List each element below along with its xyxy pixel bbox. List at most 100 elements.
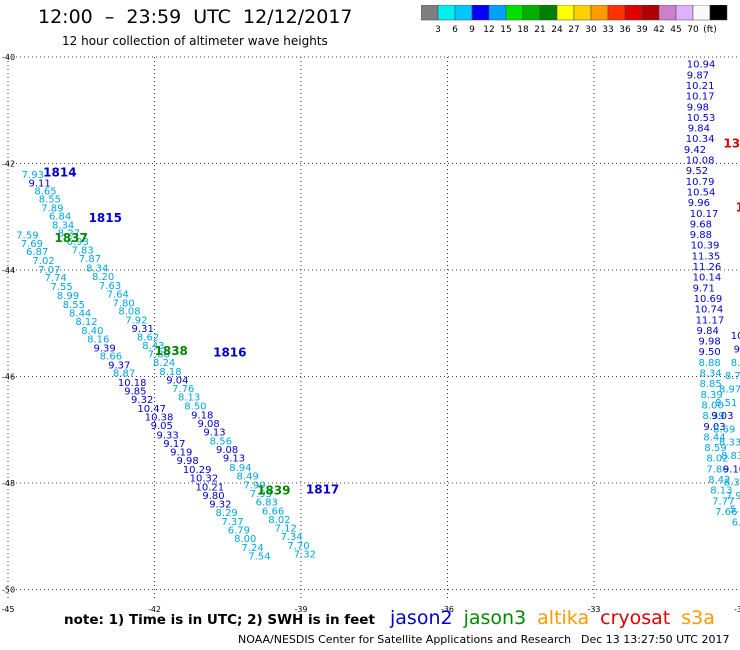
wave-height-value: 9.17 — [163, 439, 185, 450]
wave-height-value: 8.43 — [142, 341, 164, 352]
wave-height-value: 8.27 — [58, 228, 80, 239]
wave-height-value: 7.32 — [294, 550, 316, 561]
wave-height-value: 9.84 — [688, 124, 710, 135]
wave-height-value: 8.44 — [69, 308, 91, 319]
wave-height-value: 8.40 — [81, 326, 103, 337]
wave-height-value: 8.08 — [118, 307, 140, 318]
wave-height-value: 8.62 — [137, 332, 159, 343]
wave-height-value: 9.18 — [191, 411, 213, 422]
wave-height-value: 7.76 — [172, 384, 194, 395]
source-s3a: s3a — [681, 607, 715, 629]
wave-height-value: 8.69 — [713, 424, 735, 435]
wave-height-value: 9.31 — [132, 324, 154, 335]
wave-height-value: 10.17 — [690, 209, 719, 220]
pass-number-label: 1311 — [723, 137, 740, 151]
wave-height-value: 11.35 — [692, 251, 721, 262]
wave-height-value: 7.24 — [241, 543, 263, 554]
legend-label: 33 — [602, 25, 613, 35]
wave-height-value: 7.80 — [113, 299, 135, 310]
wave-height-value: 9.80 — [202, 491, 224, 502]
wave-height-value: 7.64 — [107, 290, 129, 301]
wave-height-value: 9.05 — [151, 421, 173, 432]
source-jason2: jason2 — [390, 607, 453, 629]
wave-height-value: 10.69 — [694, 294, 723, 305]
wave-height-value: 9.50 — [699, 347, 721, 358]
wave-height-value: 6.79 — [228, 526, 250, 537]
lat-tick-label: -50 — [2, 586, 15, 595]
wave-height-color-legend: 3 6 9 12 15 18 21 24 27 30 33 36 39 42 45 70 (ft) — [420, 4, 733, 39]
wave-height-value: 8.85 — [731, 358, 740, 369]
wave-height-value: 8.20 — [92, 272, 114, 283]
generated-timestamp: Dec 13 13:27:50 UTC 2017 — [581, 633, 730, 646]
lat-tick-label: -46 — [2, 373, 15, 382]
wave-height-value: 8.73 — [725, 371, 740, 382]
wave-height-value: 7.55 — [50, 282, 72, 293]
wave-height-value: 9.98 — [176, 456, 198, 467]
wave-height-value: 8.29 — [216, 508, 238, 519]
lon-tick-label: -42 — [148, 605, 161, 614]
wave-height-value: 10.54 — [687, 187, 716, 198]
wave-height-value: 8.59 — [704, 443, 726, 454]
lon-tick-label: -33 — [587, 605, 600, 614]
wave-height-value: 9.39 — [93, 343, 115, 354]
wave-height-value: 7.87 — [79, 254, 101, 265]
wave-height-value: 7.02 — [32, 256, 54, 267]
wave-height-value: 10. — [731, 331, 740, 342]
wave-height-value: 8.16 — [87, 334, 109, 345]
legend-label: 42 — [653, 25, 664, 35]
wave-height-value: 6.87 — [26, 247, 48, 258]
map-subtitle: 12 hour collection of altimeter wave hei… — [62, 34, 328, 48]
satellite-source-legend: jason2 jason3 altika cryosat s3a — [390, 607, 726, 629]
wave-height-value: 11.26 — [693, 262, 722, 273]
wave-height-value: 9.85 — [124, 387, 146, 398]
wave-height-value: 10.29 — [183, 465, 212, 476]
legend-label: 3 — [435, 25, 441, 35]
wave-height-value: 8.88 — [699, 358, 721, 369]
lon-tick-label: -36 — [441, 605, 454, 614]
wave-height-value: 9.98 — [699, 337, 721, 348]
wave-height-value: 8.83 — [721, 451, 740, 462]
wave-height-value: 8.66 — [100, 351, 122, 362]
legend-label: 9 — [469, 25, 475, 35]
wave-height-value: 10.79 — [686, 177, 715, 188]
wave-height-value: 7.83 — [71, 245, 93, 256]
wave-height-value: 10.34 — [686, 134, 715, 145]
wave-height-value: 8.99 — [57, 291, 79, 302]
wave-height-value: 9.13 — [203, 428, 225, 439]
wave-height-value: 8.49 — [237, 471, 259, 482]
pass-number-label: 1817 — [306, 483, 339, 497]
wave-height-value: 10.47 — [137, 404, 166, 415]
wave-height-value: 7.77 — [712, 496, 734, 507]
wave-height-value: 11.17 — [696, 315, 725, 326]
wave-height-value: 7.89 — [41, 203, 63, 214]
pass-number-label: 1838 — [155, 344, 188, 358]
wave-height-value: 8.94 — [229, 463, 251, 474]
wave-height-value: 8.12 — [75, 317, 97, 328]
wave-height-value: 10.21 — [686, 81, 715, 92]
wave-height-value: 9.98 — [687, 102, 709, 113]
wave-height-value: 9.52 — [686, 166, 708, 177]
wave-height-value: 9.08 — [216, 445, 238, 456]
pass-number-label: 1816 — [213, 345, 246, 359]
lon-tick-label: -30 — [734, 605, 740, 614]
pass-number-label: 1837 — [54, 231, 87, 245]
credit-text: NOAA/NESDIS Center for Satellite Applica… — [238, 633, 572, 646]
wave-height-value: 8.13 — [710, 486, 732, 497]
wave-height-value: 7.12 — [275, 523, 297, 534]
wave-height-value: 7.66 — [715, 507, 737, 518]
legend-label: 70 — [687, 25, 699, 35]
wave-height-value: 9.42 — [684, 145, 706, 156]
wave-height-value: 7.92 — [125, 315, 147, 326]
axis-ticks: -40 -42 -44 -46 -48 -50 -45 -42 -39 -36 -33 -30 — [1, 53, 740, 614]
wave-height-value: 8.42 — [708, 475, 730, 486]
wave-height-value: 9.68 — [690, 219, 712, 230]
legend-swatch — [709, 4, 728, 21]
legend-label: (ft) — [703, 25, 717, 35]
lat-tick-label: -48 — [2, 479, 15, 488]
wave-height-value: 8.39 — [702, 411, 724, 422]
wave-height-value: 8.85 — [699, 379, 721, 390]
wave-height-value: 8.33 — [719, 438, 740, 449]
wave-height-value: 9.32 — [131, 395, 153, 406]
wave-height-value: 8.24 — [153, 358, 175, 369]
legend-label: 45 — [670, 25, 681, 35]
